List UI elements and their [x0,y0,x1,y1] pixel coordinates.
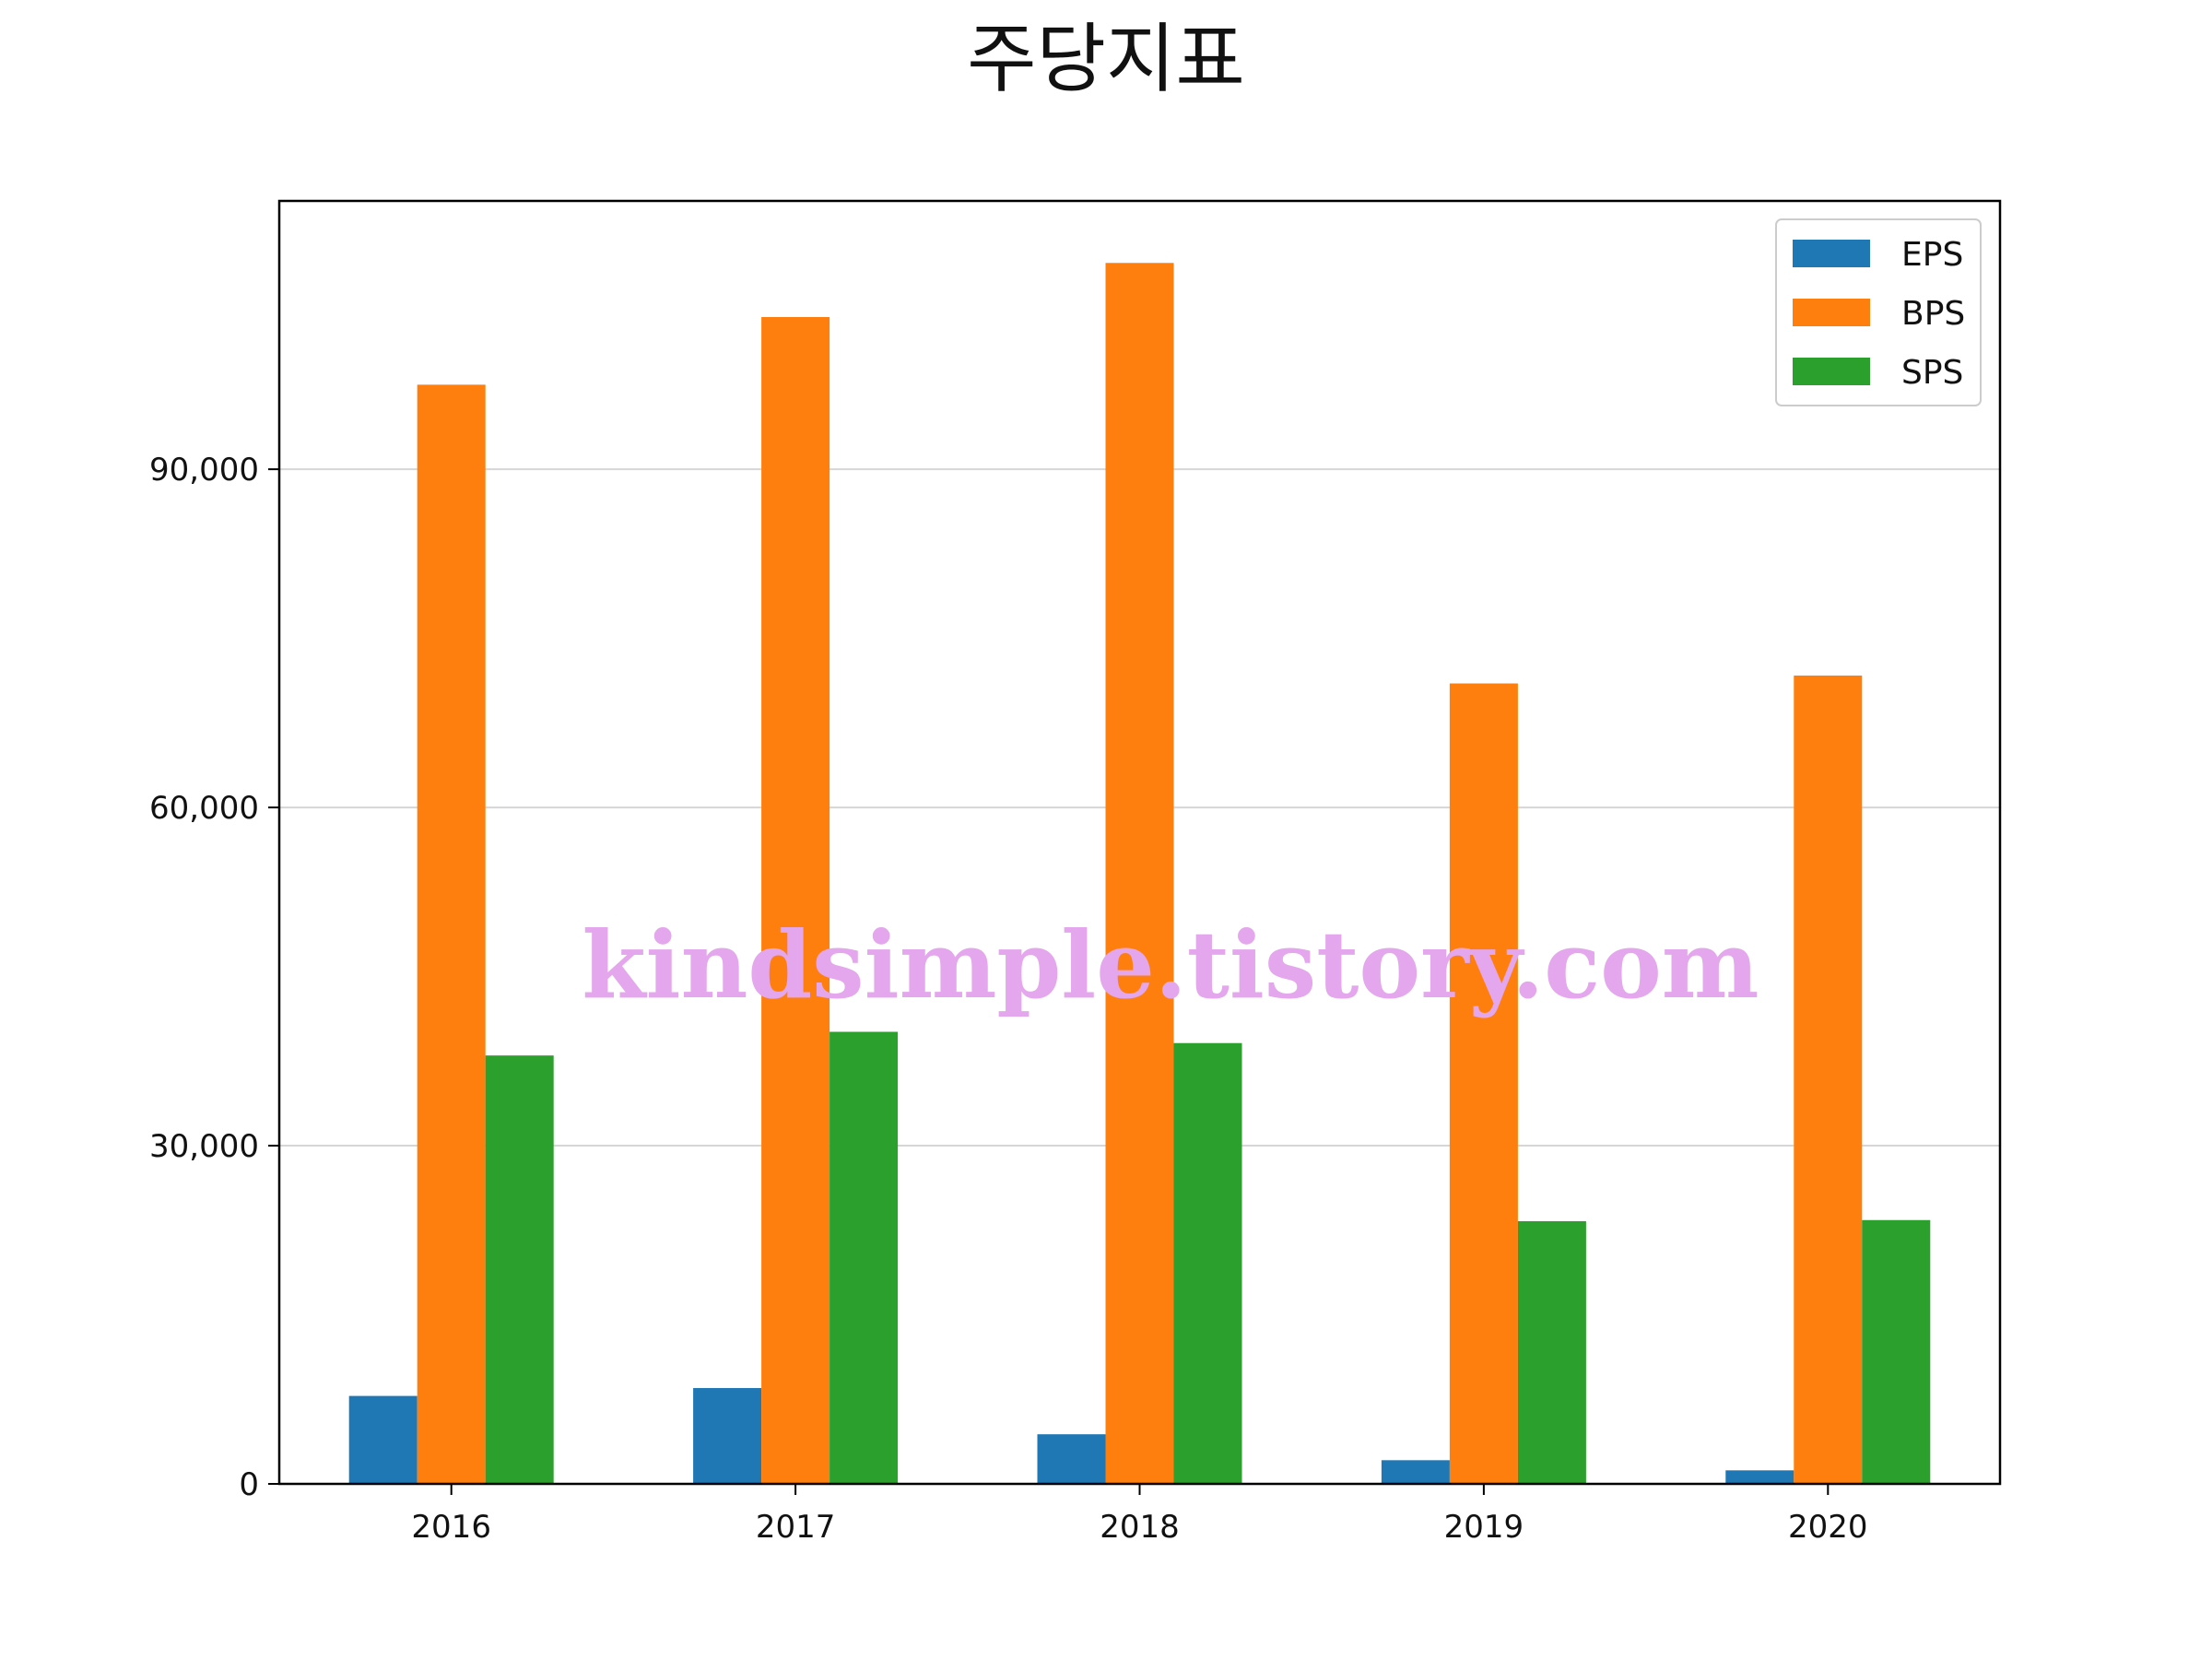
chart-title: 주당지표 [967,16,1245,103]
bar-bps-2019 [1449,683,1518,1484]
legend: EPS BPS SPS [1775,218,1982,406]
y-tick-label: 60,000 [149,790,259,827]
x-tick-label: 2020 [1788,1509,1868,1546]
bar-sps-2018 [1173,1042,1242,1484]
y-tick-label: 30,000 [149,1128,259,1165]
legend-swatch-sps [1793,358,1870,385]
legend-label-eps: EPS [1901,236,1963,274]
bar-bps-2016 [417,384,486,1485]
x-axis: 2016 2017 2018 2019 2020 [411,1484,1868,1546]
legend-label-sps: SPS [1901,354,1963,392]
bar-bps-2018 [1105,263,1174,1485]
bar-eps-2017 [693,1388,762,1484]
legend-label-bps: BPS [1901,295,1965,333]
bar-sps-2016 [485,1055,554,1484]
x-tick-label: 2019 [1444,1509,1524,1546]
y-tick-label: 90,000 [149,452,259,488]
watermark: kindsimple.tistory.com [582,911,1759,1019]
bar-eps-2020 [1725,1470,1794,1484]
bar-sps-2020 [1862,1219,1931,1484]
y-axis: 0 30,000 60,000 90,000 [149,452,279,1503]
x-tick-label: 2016 [411,1509,491,1546]
bar-eps-2016 [348,1395,418,1484]
bar-sps-2017 [830,1031,899,1484]
bar-eps-2018 [1037,1434,1106,1484]
bars [348,263,1931,1485]
y-tick-label: 0 [239,1466,259,1503]
legend-swatch-bps [1793,299,1870,326]
bar-bps-2017 [761,316,830,1484]
bar-eps-2019 [1381,1460,1450,1484]
legend-swatch-eps [1793,240,1870,267]
x-tick-label: 2017 [756,1509,836,1546]
bar-sps-2019 [1517,1220,1586,1484]
bar-bps-2020 [1794,675,1863,1484]
x-tick-label: 2018 [1100,1509,1180,1546]
